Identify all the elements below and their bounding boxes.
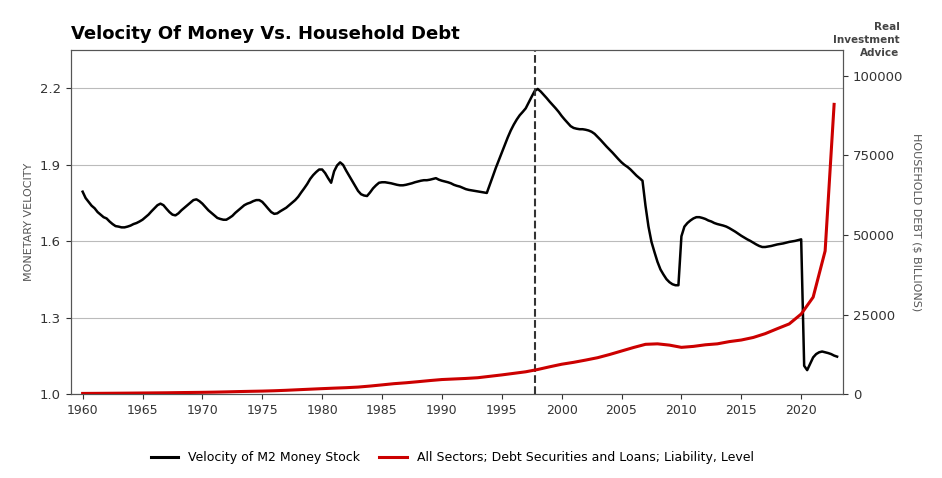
Text: Velocity Of Money Vs. Household Debt: Velocity Of Money Vs. Household Debt: [71, 25, 460, 43]
Legend: Velocity of M2 Money Stock, All Sectors; Debt Securities and Loans; Liability, L: Velocity of M2 Money Stock, All Sectors;…: [146, 446, 758, 469]
Y-axis label: MONETARY VELOCITY: MONETARY VELOCITY: [24, 163, 34, 282]
Text: Real
Investment
Advice: Real Investment Advice: [833, 22, 900, 58]
Y-axis label: HOUSEHOLD DEBT ($ BILLIONS): HOUSEHOLD DEBT ($ BILLIONS): [912, 133, 921, 311]
